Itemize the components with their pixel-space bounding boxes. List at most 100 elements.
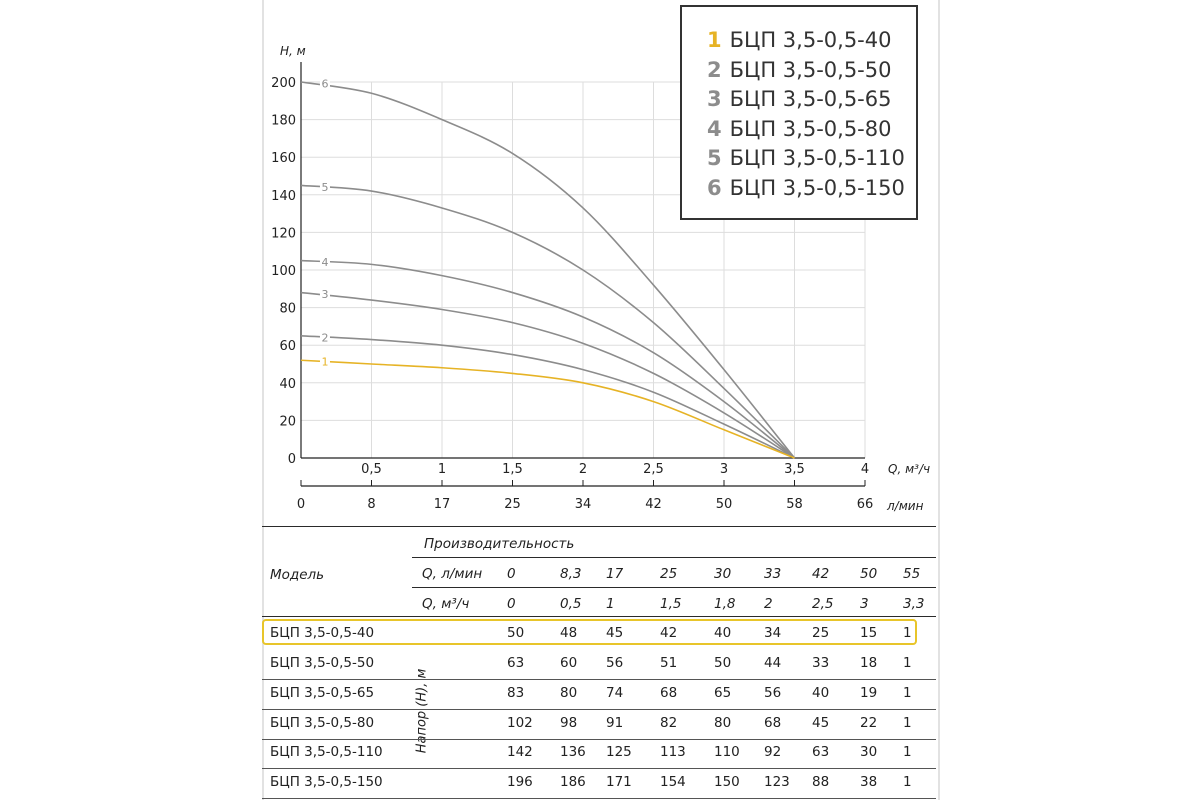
- legend-item-number: 6: [707, 175, 722, 200]
- q-lmin-value: 17: [606, 566, 624, 582]
- q-m3h-label: Q, м³/ч: [422, 596, 470, 612]
- table-row-value: 48: [560, 625, 578, 641]
- curve-label-bg: [319, 354, 330, 368]
- y-tick-label: 140: [271, 189, 296, 204]
- table-row-value: 63: [812, 744, 830, 760]
- y-tick-label: 20: [279, 414, 296, 429]
- q-lmin-value: 33: [764, 566, 782, 582]
- table-row-value: 92: [764, 744, 782, 760]
- x-tick-label-m3h: 3,5: [784, 462, 805, 477]
- q-lmin-value: 42: [812, 566, 830, 582]
- table-row-value: 40: [812, 685, 830, 701]
- table-row-value: 80: [714, 715, 732, 731]
- table-row-model: БЦП 3,5-0,5-110: [270, 744, 383, 760]
- y-tick-label: 180: [271, 114, 296, 129]
- q-lmin-value: 0: [507, 566, 516, 582]
- q-lmin-label: Q, л/мин: [422, 566, 483, 582]
- y-tick-label: 40: [279, 377, 296, 392]
- legend-item-number: 3: [707, 87, 722, 112]
- x-tick-label-m3h: 2,5: [643, 462, 664, 477]
- curve-label-bg: [319, 330, 330, 344]
- y-tick-label: 200: [271, 76, 296, 91]
- table-row-model: БЦП 3,5-0,5-40: [270, 625, 375, 641]
- table-row-value: 42: [660, 625, 678, 641]
- legend-item-number: 5: [707, 146, 722, 171]
- table-row-model: БЦП 3,5-0,5-65: [270, 685, 375, 701]
- table-row-value: 1: [903, 625, 912, 641]
- head-axis-label: Напор (H), м: [414, 668, 430, 754]
- table-row-rule: [262, 768, 936, 769]
- x-tick-label-lmin: 66: [857, 497, 874, 512]
- table-row-value: 68: [660, 685, 678, 701]
- curve-4: [300, 259, 795, 459]
- legend-item-number: 1: [707, 28, 722, 52]
- legend-item: 6 БЦП 3,5-0,5-150: [707, 174, 916, 204]
- x-tick-label-lmin: 17: [434, 497, 451, 512]
- x-tick-label-m3h: 1,5: [502, 462, 523, 477]
- table-row-value: 80: [560, 685, 578, 701]
- curve-3: [300, 291, 795, 459]
- y-tick-label: 100: [271, 264, 296, 279]
- q-lmin-value: 50: [860, 566, 878, 582]
- x-tick-label-lmin: 34: [575, 497, 592, 512]
- table-row-rule: [262, 739, 936, 740]
- x-tick-label-m3h: 1: [438, 462, 446, 477]
- table-row-value: 18: [860, 655, 878, 671]
- curve-label-1: 1: [321, 356, 328, 369]
- curve-2: [300, 335, 795, 459]
- legend-item: 1 БЦП 3,5-0,5-40: [707, 26, 916, 56]
- table-row-value: 44: [764, 655, 782, 671]
- q-m3h-value: 0: [507, 596, 516, 612]
- right-margin: [938, 0, 1200, 800]
- table-row-rule: [262, 798, 936, 799]
- table-row-value: 196: [507, 774, 533, 790]
- q-lmin-value: 30: [714, 566, 732, 582]
- table-row-value: 65: [714, 685, 732, 701]
- q-lmin-value: 25: [660, 566, 678, 582]
- table-row-rule: [262, 709, 936, 710]
- legend-item: 4 БЦП 3,5-0,5-80: [707, 115, 916, 145]
- y-tick-label: 0: [288, 452, 296, 467]
- legend-item-label: БЦП 3,5-0,5-65: [729, 87, 892, 112]
- table-top-rule: [262, 526, 936, 527]
- table-row-value: 60: [560, 655, 578, 671]
- table-row-value: 22: [860, 715, 878, 731]
- chart-curves: 6 5 4 3 2 1: [300, 76, 796, 459]
- curve-label-bg: [319, 255, 330, 269]
- table-row-value: 98: [560, 715, 578, 731]
- table-row-value: 40: [714, 625, 732, 641]
- table-row-value: 142: [507, 744, 533, 760]
- table-row-value: 186: [560, 774, 586, 790]
- table-row-value: 25: [812, 625, 830, 641]
- highlighted-row-frame: [262, 619, 917, 645]
- table-row-value: 113: [660, 744, 686, 760]
- legend-item-number: 4: [707, 116, 722, 141]
- legend-item: 3 БЦП 3,5-0,5-65: [707, 85, 916, 115]
- table-row-value: 136: [560, 744, 586, 760]
- curve-1: [300, 359, 795, 459]
- table-row-value: 63: [507, 655, 525, 671]
- table-row-value: 171: [606, 774, 632, 790]
- table-row-value: 82: [660, 715, 678, 731]
- table-row-value: 1: [903, 715, 912, 731]
- table-row-value: 45: [812, 715, 830, 731]
- q-lmin-value: 8,3: [560, 566, 582, 582]
- table-row-value: 51: [660, 655, 678, 671]
- table-row-value: 15: [860, 625, 878, 641]
- table-row-value: 102: [507, 715, 533, 731]
- x-tick-label-lmin: 0: [297, 497, 305, 512]
- table-row-value: 33: [812, 655, 830, 671]
- table-row-value: 91: [606, 715, 624, 731]
- q-lmin-value: 55: [903, 566, 921, 582]
- q-m3h-value: 2: [764, 596, 773, 612]
- table-row-value: 1: [903, 655, 912, 671]
- curve-5: [300, 184, 796, 459]
- y-tick-label: 60: [279, 339, 296, 354]
- x-tick-label-m3h: 3: [720, 462, 728, 477]
- curve-label-4: 4: [321, 256, 328, 269]
- curve-label-3: 3: [321, 288, 328, 301]
- header-model: Модель: [270, 567, 325, 583]
- table-row-value: 125: [606, 744, 632, 760]
- table-row-value: 83: [507, 685, 525, 701]
